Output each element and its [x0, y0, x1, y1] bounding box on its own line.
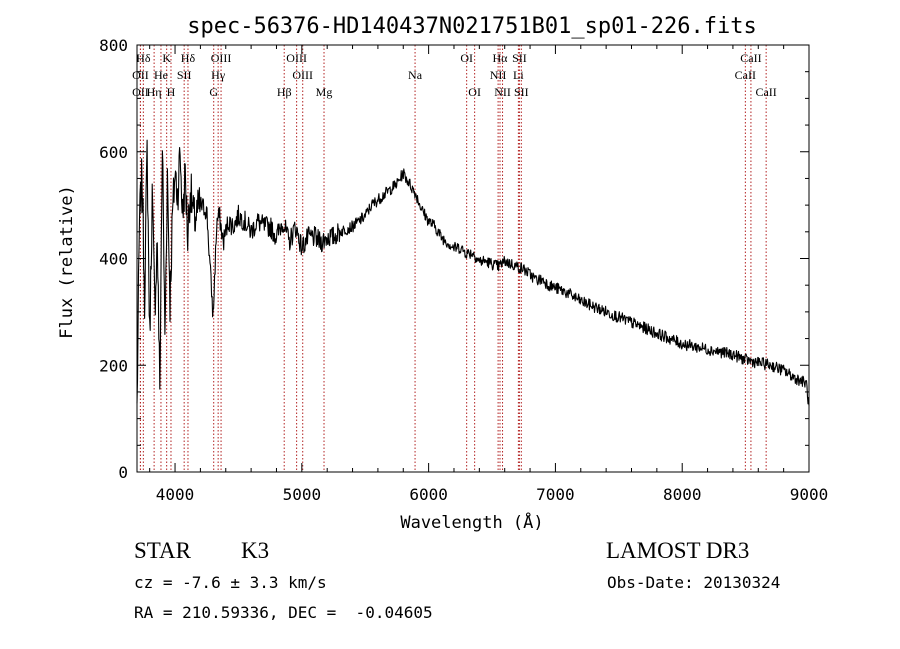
x-tick-label: 4000 — [156, 485, 195, 504]
line-marker-label: OIII — [211, 51, 232, 65]
line-marker-label: Hδ — [136, 51, 151, 65]
line-marker-label: H — [167, 85, 176, 99]
x-tick-label: 9000 — [790, 485, 829, 504]
x-tick-label: 6000 — [409, 485, 448, 504]
plot-frame — [136, 44, 810, 473]
line-marker-label: CaII — [740, 51, 761, 65]
y-tick-label: 800 — [99, 36, 128, 55]
line-marker-label: Hδ — [181, 51, 196, 65]
line-marker-label: OI — [468, 85, 481, 99]
line-marker-label: OII — [132, 85, 149, 99]
spectral-line-markers — [139, 45, 767, 472]
y-axis-label: Flux (relative) — [57, 185, 77, 339]
line-marker-label: CaII — [735, 68, 756, 82]
object-class: STAR — [134, 538, 191, 563]
line-marker-label: SII — [177, 68, 192, 82]
plot-axes — [136, 44, 810, 473]
chart-title: spec-56376-HD140437N021751B01_sp01-226.f… — [187, 14, 757, 39]
x-tick-label: 8000 — [663, 485, 702, 504]
line-marker-label: Hβ — [277, 85, 292, 99]
axis-tick-labels: 4000 5000 6000 7000 8000 9000 0 200 400 600 800 — [99, 36, 828, 504]
line-marker-label: OI — [460, 51, 473, 65]
line-marker-label: OIII — [292, 68, 313, 82]
redshift-value: cz = -7.6 ± 3.3 km/s — [134, 573, 327, 592]
coordinates: RA = 210.59336, DEC = -0.04605 — [134, 603, 433, 622]
y-tick-label: 600 — [99, 143, 128, 162]
x-axis-label: Wavelength (Å) — [400, 511, 543, 533]
line-marker-label: SII — [514, 85, 529, 99]
line-marker-label: NII — [490, 68, 507, 82]
line-marker-label: Na — [408, 68, 423, 82]
obs-date: Obs-Date: 20130324 — [607, 573, 781, 592]
line-marker-label: SII — [512, 51, 527, 65]
line-marker-label: Li — [513, 68, 524, 82]
line-marker-label: Hη — [147, 85, 162, 99]
spectrum-series — [136, 139, 810, 406]
line-marker-label: K — [162, 51, 171, 65]
object-subclass: K3 — [241, 538, 270, 563]
survey-name: LAMOST DR3 — [606, 538, 750, 563]
line-marker-label: CaII — [755, 85, 776, 99]
line-marker-label: He — [154, 68, 168, 82]
x-tick-label: 7000 — [536, 485, 575, 504]
x-tick-label: 5000 — [283, 485, 322, 504]
line-marker-label: G — [209, 85, 218, 99]
axis-ticks — [137, 44, 810, 473]
line-marker-label: NII — [494, 85, 511, 99]
y-tick-label: 0 — [118, 463, 128, 482]
line-marker-label: Mg — [316, 85, 333, 99]
line-marker-label: OII — [132, 68, 149, 82]
y-tick-label: 200 — [99, 356, 128, 375]
line-marker-label: Hα — [493, 51, 509, 65]
y-tick-label: 400 — [99, 250, 128, 269]
line-marker-label: OIII — [286, 51, 307, 65]
line-marker-label: Hγ — [211, 68, 226, 82]
spectrum-line — [136, 139, 810, 406]
